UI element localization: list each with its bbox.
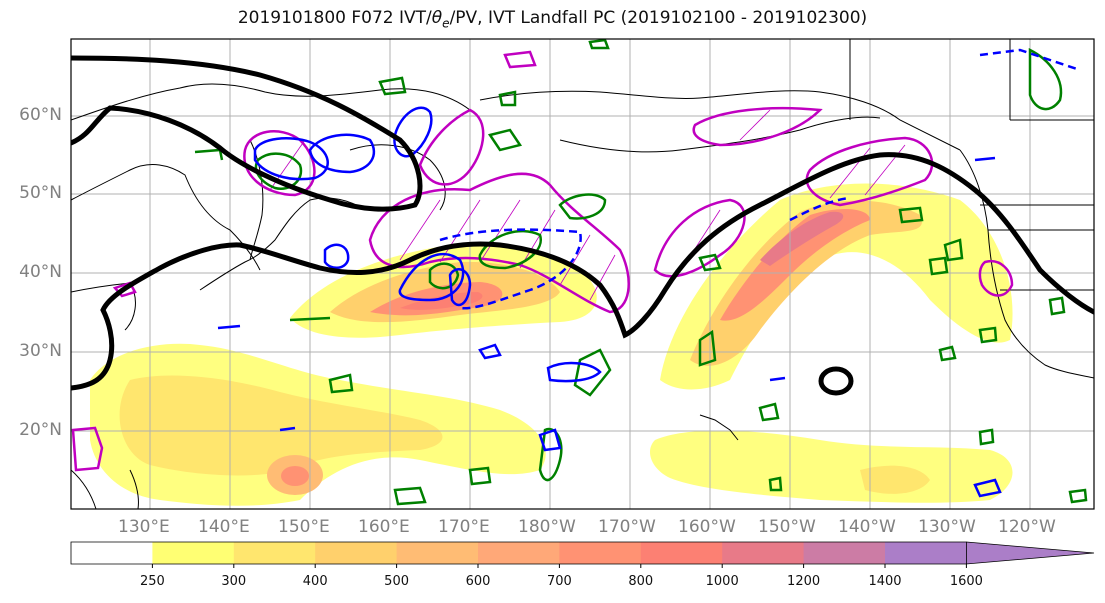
lon-label: 160°E bbox=[358, 517, 410, 537]
lon-label: 170°E bbox=[438, 517, 490, 537]
lat-label: 40°N bbox=[19, 262, 62, 282]
lat-label: 20°N bbox=[19, 420, 62, 440]
title-suffix: /PV, IVT Landfall PC (2019102100 - 20191… bbox=[449, 8, 868, 28]
colorbar-segment bbox=[559, 542, 642, 564]
pv-contours bbox=[217, 106, 1002, 498]
colorbar-segment bbox=[803, 542, 886, 564]
colorbar-tick-label: 1200 bbox=[787, 574, 821, 589]
lon-label: 140°E bbox=[198, 517, 250, 537]
ivt-ar-east-core bbox=[720, 208, 870, 321]
colorbar-segment bbox=[722, 542, 805, 564]
lon-label: 180°W bbox=[518, 517, 576, 537]
colorbar-segment bbox=[315, 542, 398, 564]
colorbar-tick-label: 800 bbox=[628, 574, 654, 589]
title-theta: θ bbox=[431, 8, 443, 28]
colorbar-segment bbox=[640, 542, 723, 564]
colorbar-tick-label: 1400 bbox=[868, 574, 902, 589]
closed-contour-east bbox=[818, 366, 854, 396]
title-prefix: 2019101800 F072 IVT/ bbox=[237, 8, 432, 28]
lon-label: 120°W bbox=[998, 517, 1056, 537]
ivt-band-subtropical-inner bbox=[119, 375, 443, 476]
colorbar-segment bbox=[396, 542, 479, 564]
lon-label: 130°E bbox=[118, 517, 170, 537]
map-area bbox=[71, 39, 1094, 509]
colorbar-tick-label: 400 bbox=[302, 574, 328, 589]
ivt-core-west-max bbox=[281, 466, 309, 486]
colorbar-tick-label: 600 bbox=[465, 574, 491, 589]
colorbar-tick-label: 1000 bbox=[705, 574, 739, 589]
colorbar-tick-label: 500 bbox=[384, 574, 410, 589]
colorbar-tick-label: 1600 bbox=[949, 574, 983, 589]
lon-label: 170°W bbox=[598, 517, 656, 537]
lon-label: 160°W bbox=[678, 517, 736, 537]
lat-label: 30°N bbox=[19, 341, 62, 361]
lat-label: 50°N bbox=[19, 183, 62, 203]
landfall-pc-contours bbox=[71, 50, 1014, 472]
ivt-band-southeast-inner bbox=[860, 465, 930, 494]
ivt-ar-east-mid bbox=[690, 200, 922, 366]
lat-label: 60°N bbox=[19, 105, 62, 125]
title-theta-sub: e bbox=[442, 16, 450, 31]
colorbar-segment bbox=[233, 542, 316, 564]
map-frame bbox=[70, 38, 1095, 510]
colorbar-extend-arrow bbox=[966, 541, 1095, 565]
colorbar-tick-label: 700 bbox=[546, 574, 572, 589]
lon-label: 150°E bbox=[278, 517, 330, 537]
colorbar bbox=[70, 541, 1095, 568]
colorbar-outline bbox=[70, 541, 967, 565]
colorbar-tick-label: 250 bbox=[139, 574, 165, 589]
lon-label: 130°W bbox=[918, 517, 976, 537]
pv-contours-dashed bbox=[439, 48, 1081, 310]
trough-contours bbox=[71, 55, 1094, 391]
colorbar-segment bbox=[152, 542, 235, 564]
map-title: 2019101800 F072 IVT/θe/PV, IVT Landfall … bbox=[0, 8, 1105, 30]
theta-e-contours bbox=[194, 39, 1088, 506]
colorbar-segment bbox=[478, 542, 560, 564]
ivt-ar-east-max bbox=[760, 211, 844, 266]
colorbar-segment bbox=[71, 542, 153, 564]
lon-label: 150°W bbox=[758, 517, 816, 537]
colorbar-tick-label: 300 bbox=[221, 574, 247, 589]
colorbar-segment bbox=[885, 542, 967, 564]
lon-label: 140°W bbox=[838, 517, 896, 537]
